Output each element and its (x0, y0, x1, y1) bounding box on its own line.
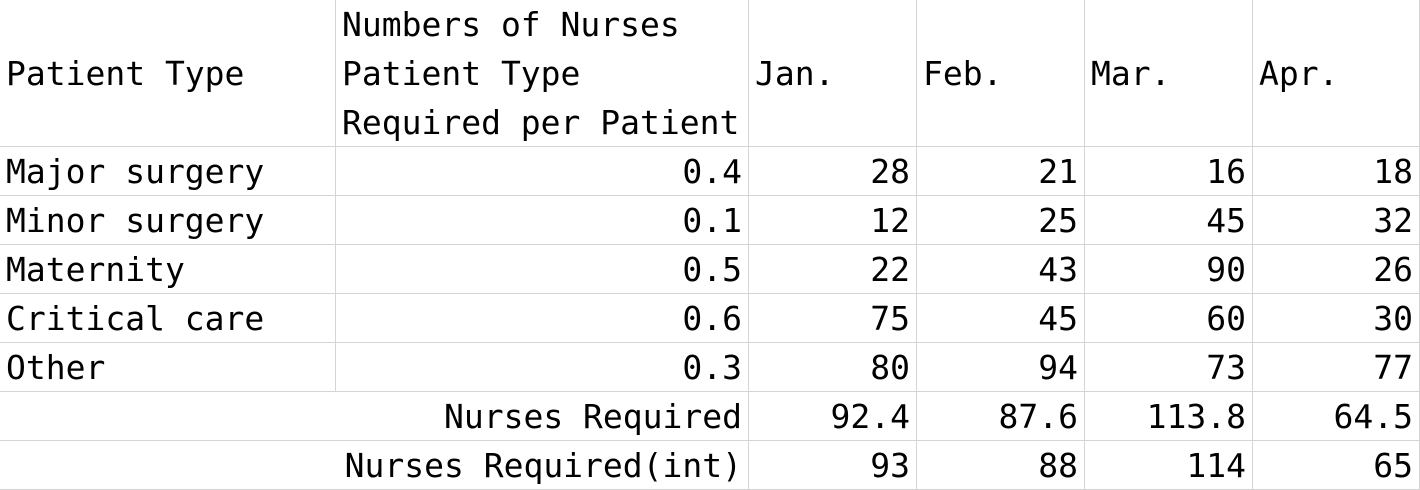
row-critical-care-mar[interactable]: 60 (1085, 294, 1253, 343)
row-critical-care-feb[interactable]: 45 (917, 294, 1085, 343)
row-critical-care-apr[interactable]: 30 (1253, 294, 1420, 343)
total-nurses-required-int-apr[interactable]: 65 (1253, 441, 1420, 490)
row-critical-care-type[interactable]: Critical care (0, 294, 336, 343)
row-maternity-mar[interactable]: 90 (1085, 245, 1253, 294)
total-nurses-required-int-jan[interactable]: 93 (749, 441, 917, 490)
row-critical-care-ratio[interactable]: 0.6 (336, 294, 749, 343)
header-cell-mar[interactable]: Mar. (1085, 0, 1253, 147)
total-nurses-required-mar[interactable]: 113.8 (1085, 392, 1253, 441)
row-other-apr[interactable]: 77 (1253, 343, 1420, 392)
row-other-ratio[interactable]: 0.3 (336, 343, 749, 392)
row-minor-surgery-type[interactable]: Minor surgery (0, 196, 336, 245)
row-critical-care-jan[interactable]: 75 (749, 294, 917, 343)
row-minor-surgery-feb[interactable]: 25 (917, 196, 1085, 245)
total-nurses-required-jan[interactable]: 92.4 (749, 392, 917, 441)
row-major-surgery-apr[interactable]: 18 (1253, 147, 1420, 196)
row-maternity-type[interactable]: Maternity (0, 245, 336, 294)
row-other-jan[interactable]: 80 (749, 343, 917, 392)
header-month-mar: Mar. (1091, 53, 1171, 93)
header-nurses-line-2: Patient Type (342, 54, 581, 93)
header-cell-patient-type[interactable]: Patient Type (0, 0, 336, 147)
total-nurses-required-apr[interactable]: 64.5 (1253, 392, 1420, 441)
row-maternity-ratio[interactable]: 0.5 (336, 245, 749, 294)
row-other-type[interactable]: Other (0, 343, 336, 392)
row-minor-surgery-mar[interactable]: 45 (1085, 196, 1253, 245)
row-other-mar[interactable]: 73 (1085, 343, 1253, 392)
total-nurses-required-feb[interactable]: 87.6 (917, 392, 1085, 441)
row-other-feb[interactable]: 94 (917, 343, 1085, 392)
header-month-feb: Feb. (923, 53, 1003, 93)
total-nurses-required-label[interactable]: Nurses Required (0, 392, 749, 441)
header-cell-jan[interactable]: Jan. (749, 0, 917, 147)
header-patient-type-label: Patient Type (6, 53, 245, 93)
row-major-surgery-feb[interactable]: 21 (917, 147, 1085, 196)
header-nurses-line-1: Numbers of Nurses (342, 5, 680, 44)
row-major-surgery-jan[interactable]: 28 (749, 147, 917, 196)
row-major-surgery-ratio[interactable]: 0.4 (336, 147, 749, 196)
row-maternity-feb[interactable]: 43 (917, 245, 1085, 294)
total-nurses-required-int-label[interactable]: Nurses Required(int) (0, 441, 749, 490)
row-minor-surgery-ratio[interactable]: 0.1 (336, 196, 749, 245)
header-nurses-line-3: Required per Patient (342, 103, 740, 142)
header-month-apr: Apr. (1259, 53, 1339, 93)
row-maternity-apr[interactable]: 26 (1253, 245, 1420, 294)
row-minor-surgery-apr[interactable]: 32 (1253, 196, 1420, 245)
row-minor-surgery-jan[interactable]: 12 (749, 196, 917, 245)
header-cell-apr[interactable]: Apr. (1253, 0, 1420, 147)
row-major-surgery-type[interactable]: Major surgery (0, 147, 336, 196)
header-month-jan: Jan. (755, 53, 835, 93)
row-major-surgery-mar[interactable]: 16 (1085, 147, 1253, 196)
header-cell-feb[interactable]: Feb. (917, 0, 1085, 147)
header-cell-nurses-per-patient[interactable]: Numbers of Nurses Patient Type Required … (336, 0, 749, 147)
total-nurses-required-int-mar[interactable]: 114 (1085, 441, 1253, 490)
row-maternity-jan[interactable]: 22 (749, 245, 917, 294)
total-nurses-required-int-feb[interactable]: 88 (917, 441, 1085, 490)
